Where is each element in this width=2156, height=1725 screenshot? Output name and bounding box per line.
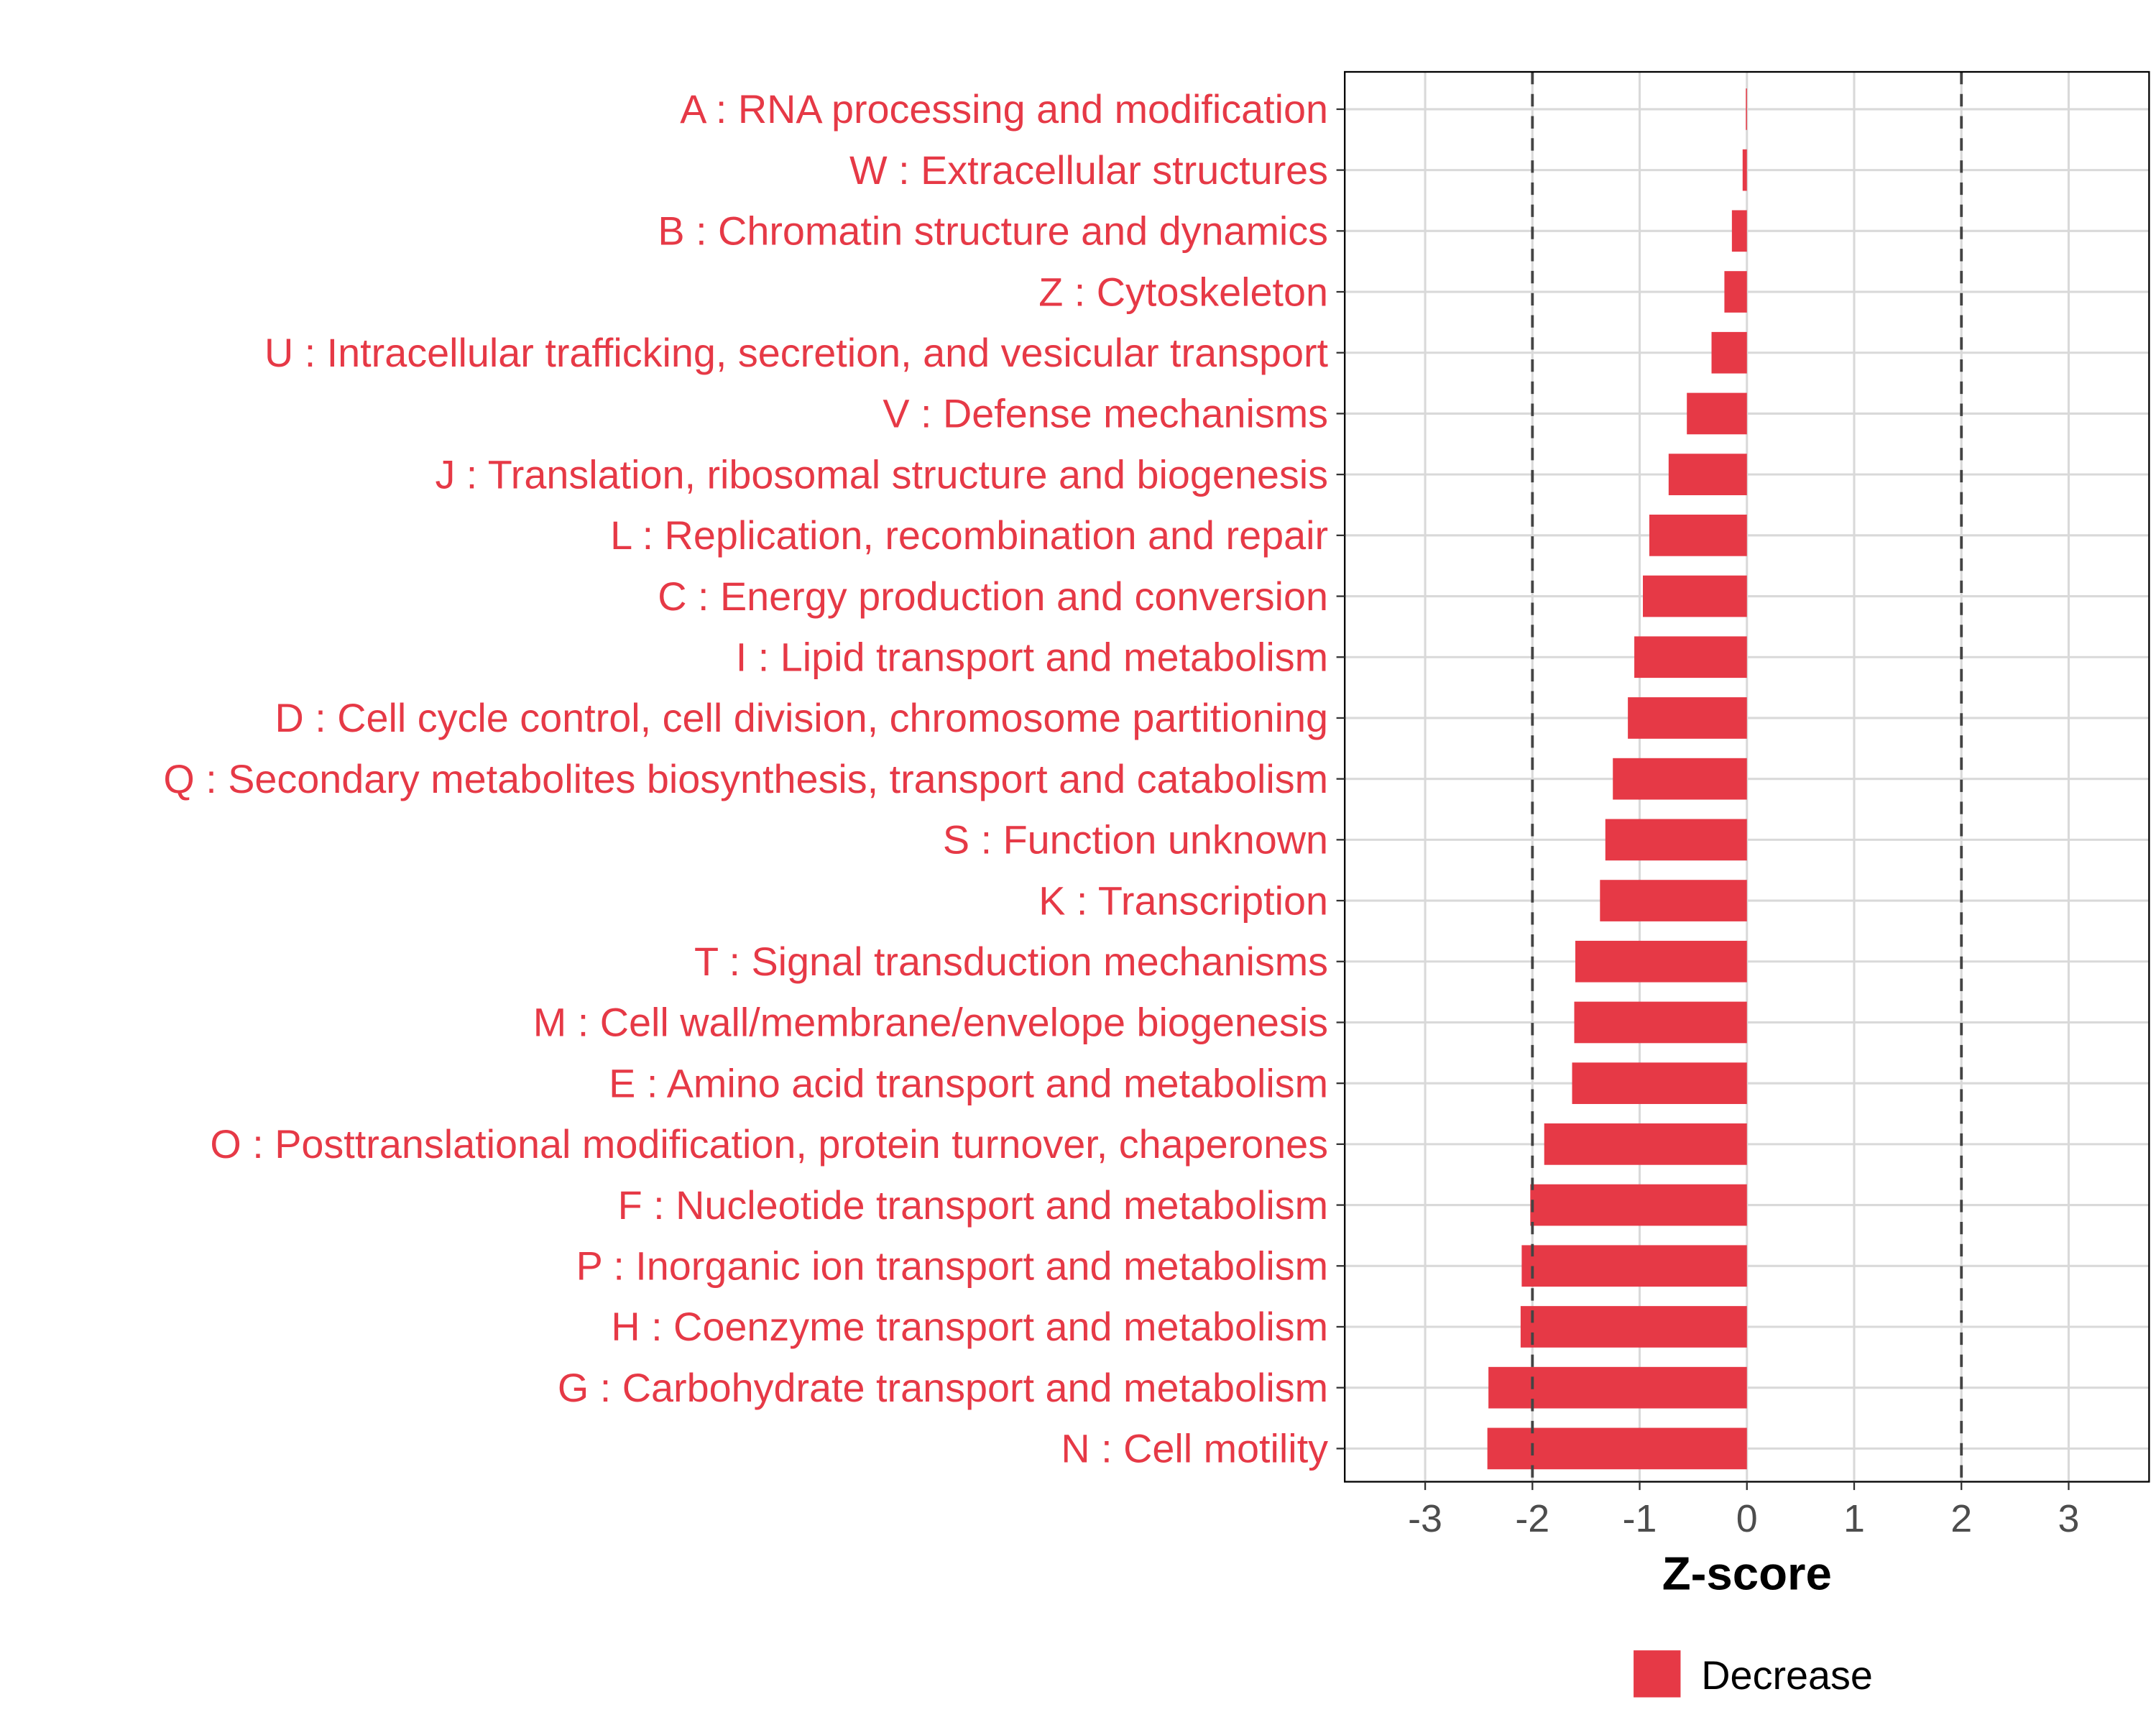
category-label: M : Cell wall/membrane/envelope biogenes…	[533, 1000, 1328, 1045]
x-tick-label: 3	[2058, 1497, 2079, 1540]
category-label: J : Translation, ribosomal structure and…	[435, 452, 1328, 497]
bar	[1572, 1062, 1747, 1105]
x-axis-ticks: -3 -2 -1 0 1 2 3	[1408, 1481, 2079, 1540]
legend-key-decrease	[1634, 1650, 1681, 1698]
bar	[1600, 880, 1747, 921]
bar	[1649, 514, 1747, 556]
x-tick-label: 0	[1736, 1497, 1758, 1540]
bar	[1687, 392, 1747, 435]
bar	[1724, 271, 1747, 313]
bar	[1731, 210, 1747, 252]
category-labels: A : RNA processing and modification W : E…	[163, 87, 1345, 1471]
category-label: H : Coenzyme transport and metabolism	[611, 1305, 1328, 1349]
x-tick-label: -2	[1515, 1497, 1549, 1540]
category-label: P : Inorganic ion transport and metaboli…	[576, 1244, 1328, 1289]
bar	[1487, 1427, 1747, 1470]
category-label: E : Amino acid transport and metabolism	[609, 1061, 1328, 1105]
category-label: Z : Cytoskeleton	[1038, 270, 1328, 314]
bar	[1520, 1306, 1747, 1348]
bar	[1574, 1001, 1747, 1044]
category-label: O : Posttranslational modification, prot…	[210, 1122, 1328, 1167]
category-label: N : Cell motility	[1061, 1427, 1328, 1471]
bar	[1634, 636, 1747, 678]
bar	[1746, 88, 1747, 130]
category-label: A : RNA processing and modification	[680, 87, 1328, 132]
bar	[1521, 1245, 1747, 1287]
bar	[1742, 149, 1747, 191]
legend: Decrease	[1634, 1650, 1873, 1698]
category-label: B : Chromatin structure and dynamics	[658, 209, 1328, 254]
category-label: K : Transcription	[1038, 878, 1328, 923]
category-label: F : Nucleotide transport and metabolism	[618, 1183, 1328, 1228]
category-label: L : Replication, recombination and repai…	[610, 513, 1328, 558]
category-label: T : Signal transduction mechanisms	[694, 939, 1328, 984]
x-tick-label: -1	[1623, 1497, 1657, 1540]
bar	[1575, 940, 1747, 983]
bar	[1711, 331, 1747, 374]
category-label: I : Lipid transport and metabolism	[736, 635, 1328, 679]
category-label: G : Carbohydrate transport and metabolis…	[558, 1366, 1328, 1410]
legend-label-decrease: Decrease	[1701, 1653, 1873, 1698]
x-tick-label: 1	[1843, 1497, 1865, 1540]
category-label: V : Defense mechanisms	[883, 392, 1328, 436]
bar	[1628, 697, 1747, 739]
category-label: C : Energy production and conversion	[658, 574, 1328, 619]
category-label: D : Cell cycle control, cell division, c…	[275, 696, 1329, 740]
bar	[1605, 819, 1747, 861]
x-axis-title: Z-score	[1662, 1547, 1832, 1600]
x-tick-label: -3	[1408, 1497, 1442, 1540]
reference-lines	[1531, 72, 1963, 1482]
bar	[1488, 1366, 1747, 1409]
category-label: Q : Secondary metabolites biosynthesis, …	[163, 757, 1328, 801]
bars	[1487, 88, 1747, 1470]
x-tick-label: 2	[1950, 1497, 1972, 1540]
category-label: U : Intracellular trafficking, secretion…	[264, 331, 1329, 375]
bar	[1668, 454, 1747, 495]
bar	[1643, 575, 1747, 617]
bar	[1544, 1123, 1747, 1165]
category-label: S : Function unknown	[943, 818, 1328, 862]
category-label: W : Extracellular structures	[849, 148, 1328, 193]
bar	[1530, 1184, 1747, 1226]
bar	[1613, 758, 1747, 800]
